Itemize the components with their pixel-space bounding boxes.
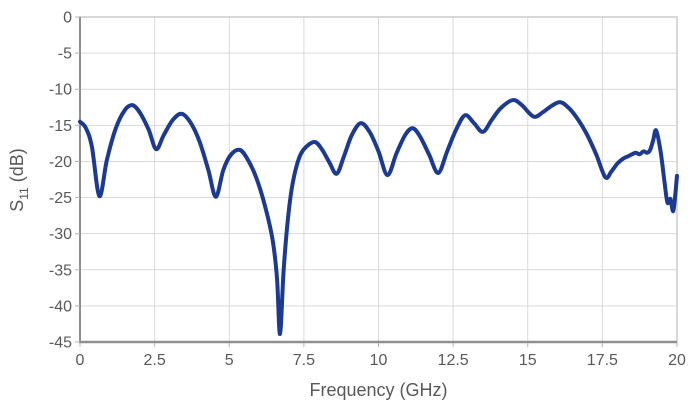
x-tick-label: 17.5 bbox=[587, 352, 618, 369]
y-tick-label: -15 bbox=[49, 118, 72, 135]
x-tick-label: 12.5 bbox=[438, 352, 469, 369]
y-tick-label: -10 bbox=[49, 82, 72, 99]
y-tick-label: -35 bbox=[49, 262, 72, 279]
s11-curve bbox=[78, 98, 679, 337]
x-tick-label: 15 bbox=[519, 352, 537, 369]
y-axis-title-sub: 11 bbox=[16, 187, 31, 200]
y-tick-label: -20 bbox=[49, 154, 72, 171]
y-tick-label: -5 bbox=[58, 46, 72, 63]
y-axis-title: S11 (dB) bbox=[7, 148, 31, 212]
x-tick-label: 7.5 bbox=[293, 352, 315, 369]
x-tick-label: 20 bbox=[668, 352, 686, 369]
x-tick-label: 5 bbox=[225, 352, 234, 369]
x-axis-title: Frequency (GHz) bbox=[309, 380, 448, 400]
y-tick-label: -45 bbox=[49, 335, 72, 352]
y-tick-label: -30 bbox=[49, 226, 72, 243]
y-tick-label: -25 bbox=[49, 190, 72, 207]
y-tick-label: 0 bbox=[63, 10, 72, 27]
y-axis-title-base: S bbox=[7, 199, 28, 212]
y-axis-title-unit: (dB) bbox=[7, 148, 28, 188]
x-tick-label: 10 bbox=[370, 352, 388, 369]
y-tick-label: -40 bbox=[49, 298, 72, 315]
x-tick-label: 2.5 bbox=[144, 352, 166, 369]
x-tick-label: 0 bbox=[76, 352, 85, 369]
